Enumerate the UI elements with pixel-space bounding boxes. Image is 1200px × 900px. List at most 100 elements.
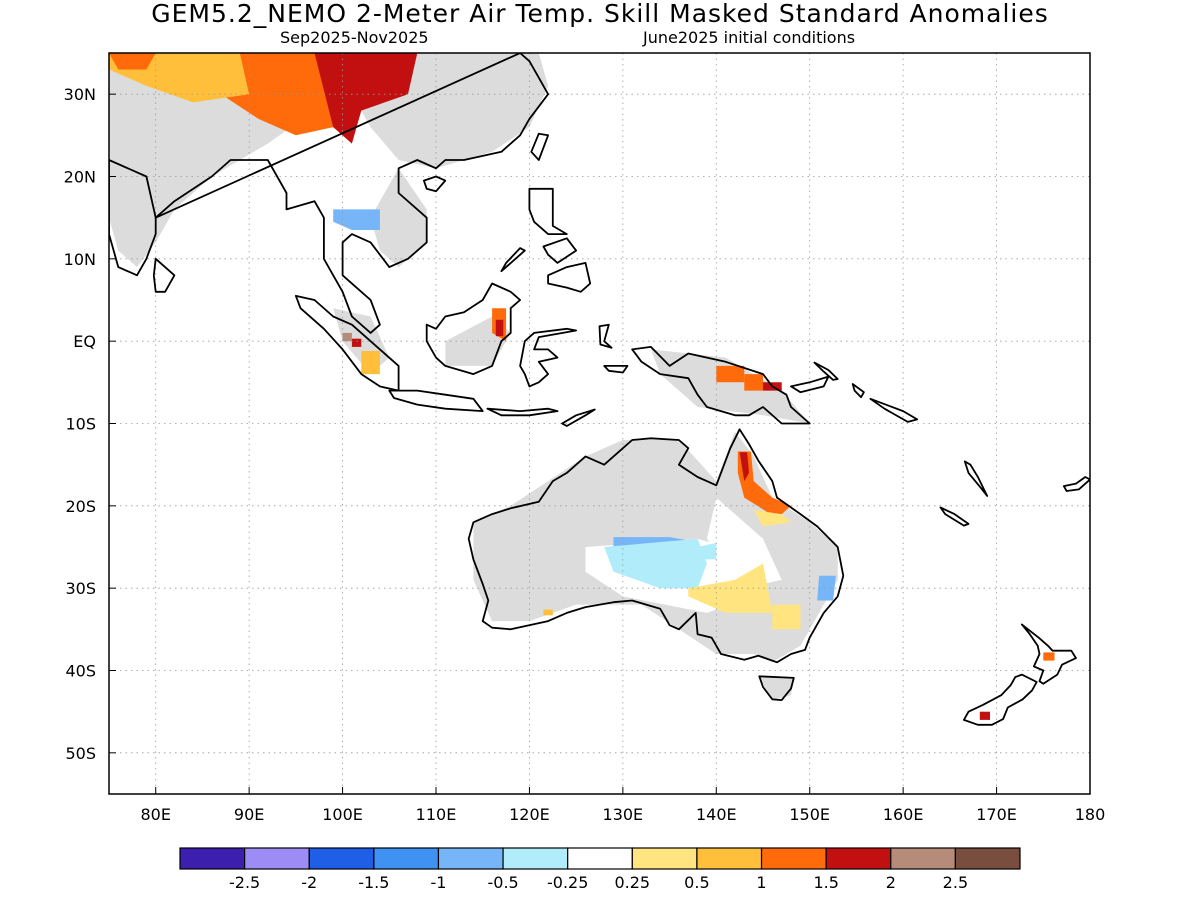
- coast-seram: [603, 364, 629, 374]
- lat-tick-label: 20N: [64, 168, 96, 187]
- coast-new-guinea: [631, 345, 811, 425]
- lat-tick-label: 10S: [65, 415, 96, 434]
- anomaly-nz-south-dark: [979, 711, 990, 720]
- anomaly-sa-yellow: [772, 604, 801, 630]
- anomaly-tibet-orange: [221, 53, 334, 136]
- coast-sulawesi: [519, 327, 577, 388]
- lon-tick-label: 170E: [976, 805, 1017, 824]
- anomaly-png-orange-e: [744, 374, 763, 391]
- coast-tasmania: [758, 675, 795, 701]
- masked-new-guinea: [650, 349, 810, 424]
- legend-label: -0.25: [547, 873, 588, 892]
- anomaly-tibet-dark: [305, 53, 418, 144]
- map-title: GEM5.2_NEMO 2-Meter Air Temp. Skill Mask…: [151, 0, 1049, 28]
- anomaly-sumatra-brown: [342, 332, 352, 342]
- legend-swatch: [631, 847, 698, 870]
- lon-tick-label: 130E: [603, 805, 644, 824]
- coast-nz-north: [1020, 623, 1077, 685]
- anomaly-sumatra-red: [351, 338, 362, 347]
- legend-label: -1.5: [358, 873, 389, 892]
- legend-label: -1: [431, 873, 447, 892]
- lat-tick-label: 10N: [64, 250, 96, 269]
- coast-bay-of-bengal: [154, 53, 549, 334]
- legend-swatch: [437, 847, 504, 870]
- coast-solomons: [869, 397, 919, 423]
- anomaly-png-orange-w: [716, 365, 745, 383]
- anomaly-qld-cyan: [697, 542, 717, 560]
- lat-tick-label: 30S: [65, 579, 96, 598]
- color-legend: -2.5 -2 -1.5 -1 -0.5 -0.25 0.25 0.5 1 1.5 2 2.5: [179, 847, 1021, 892]
- legend-swatch: [308, 847, 375, 870]
- legend-swatch: [825, 847, 892, 870]
- legend-swatch: [373, 847, 440, 870]
- legend-label: 1.5: [813, 873, 838, 892]
- coast-sumatra: [294, 294, 400, 392]
- lon-tick-label: 90E: [234, 805, 264, 824]
- anomaly-qld-dark: [739, 452, 749, 482]
- longitude-ticks: 80E 90E 100E 110E 120E 130E 140E 150E 160E 170E 18…: [140, 787, 1105, 824]
- legend-swatch: [179, 847, 246, 870]
- anomaly-thailand-blue: [333, 209, 380, 230]
- coast-sri-lanka: [152, 257, 176, 293]
- legend-swatch: [760, 847, 827, 870]
- legend-swatch: [954, 847, 1021, 870]
- coast-borneo: [425, 282, 521, 376]
- lon-tick-label: 180: [1075, 805, 1106, 824]
- anomaly-nsw-yellow: [688, 563, 773, 613]
- legend-swatch: [244, 847, 310, 870]
- anomaly-borneo-dark: [495, 319, 504, 337]
- initial-conditions: June2025 initial conditions: [643, 28, 856, 47]
- lon-tick-label: 150E: [789, 805, 830, 824]
- lon-tick-label: 110E: [416, 805, 457, 824]
- coast-palawan: [500, 247, 526, 273]
- anomaly-qld-yellow: [753, 510, 791, 527]
- legend-swatch: [696, 847, 763, 870]
- coast-fiji: [1062, 476, 1090, 492]
- coast-luzon: [528, 187, 568, 236]
- legend-label: 1: [756, 873, 766, 892]
- legend-swatch: [890, 847, 956, 870]
- coast-visayas: [542, 237, 577, 264]
- legend-label: 2: [886, 873, 896, 892]
- coast-timor: [561, 408, 596, 427]
- anomaly-layer: [109, 53, 1055, 720]
- anomaly-australia-cyan: [604, 538, 707, 589]
- coast-bougainville: [851, 383, 865, 399]
- coast-asia-mainland: [109, 159, 157, 277]
- coast-australia: [467, 428, 845, 664]
- lat-tick-label: 30N: [64, 85, 96, 104]
- legend-swatch: [567, 847, 633, 870]
- anomaly-west-india-orange: [109, 53, 156, 70]
- anomaly-qld-orange: [737, 451, 791, 519]
- gridlines: [109, 53, 1090, 794]
- legend-label: -2.5: [229, 873, 260, 892]
- lat-tick-label: 50S: [65, 744, 96, 763]
- anomaly-wa-yellow: [543, 609, 553, 616]
- anomaly-nsw-blue: [817, 575, 836, 601]
- legend-swatch: [502, 847, 569, 870]
- latitude-ticks: 30N 20N 10N EQ 10S 20S 30S 40S 50S: [64, 85, 116, 763]
- lat-tick-label: EQ: [73, 332, 96, 351]
- anomaly-sumatra-yellow: [361, 351, 380, 375]
- masked-indochina-coast: [370, 168, 427, 268]
- anomaly-nz-north-orange: [1043, 652, 1055, 661]
- lat-tick-label: 40S: [65, 662, 96, 681]
- coast-taiwan: [530, 132, 549, 161]
- coast-nz-south: [963, 673, 1038, 726]
- forecast-period: Sep2025-Nov2025: [280, 28, 429, 47]
- masked-tasmania: [759, 677, 794, 701]
- coastlines: [109, 53, 1090, 726]
- lat-tick-label: 20S: [65, 497, 96, 516]
- coast-mindanao: [547, 261, 592, 293]
- coast-java: [388, 389, 484, 413]
- lon-tick-label: 120E: [509, 805, 550, 824]
- coast-new-ireland: [813, 361, 839, 381]
- lon-tick-label: 100E: [322, 805, 363, 824]
- lon-tick-label: 160E: [883, 805, 924, 824]
- coast-hainan: [422, 175, 447, 193]
- legend-label: 2.5: [943, 873, 968, 892]
- coast-new-britain: [790, 375, 830, 394]
- coast-bali-flores: [486, 407, 559, 417]
- coast-halmahera: [598, 323, 613, 349]
